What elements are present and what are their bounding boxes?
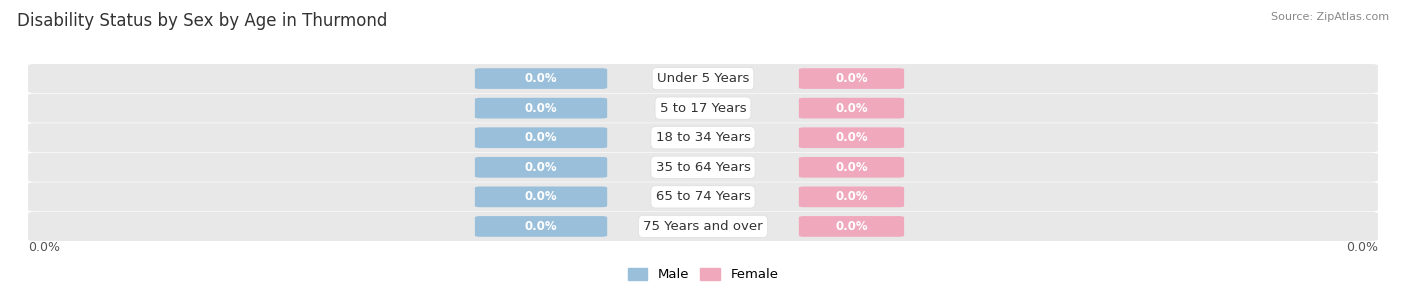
FancyBboxPatch shape <box>475 68 607 89</box>
FancyBboxPatch shape <box>28 64 1378 93</box>
FancyBboxPatch shape <box>28 212 1378 241</box>
Text: Disability Status by Sex by Age in Thurmond: Disability Status by Sex by Age in Thurm… <box>17 12 387 30</box>
FancyBboxPatch shape <box>28 123 1378 152</box>
Text: 0.0%: 0.0% <box>835 102 868 115</box>
Text: 0.0%: 0.0% <box>524 161 557 174</box>
Text: 18 to 34 Years: 18 to 34 Years <box>655 131 751 144</box>
FancyBboxPatch shape <box>799 98 904 118</box>
FancyBboxPatch shape <box>799 68 904 89</box>
Text: 0.0%: 0.0% <box>835 220 868 233</box>
FancyBboxPatch shape <box>475 187 607 207</box>
FancyBboxPatch shape <box>799 187 904 207</box>
Text: 0.0%: 0.0% <box>1346 241 1378 254</box>
FancyBboxPatch shape <box>475 127 607 148</box>
Text: 0.0%: 0.0% <box>524 102 557 115</box>
FancyBboxPatch shape <box>475 216 607 237</box>
Text: 0.0%: 0.0% <box>524 220 557 233</box>
Text: Under 5 Years: Under 5 Years <box>657 72 749 85</box>
FancyBboxPatch shape <box>475 98 607 118</box>
Text: 0.0%: 0.0% <box>835 161 868 174</box>
Text: 0.0%: 0.0% <box>524 72 557 85</box>
FancyBboxPatch shape <box>799 127 904 148</box>
FancyBboxPatch shape <box>799 157 904 178</box>
FancyBboxPatch shape <box>475 157 607 178</box>
Text: 65 to 74 Years: 65 to 74 Years <box>655 190 751 203</box>
Text: 0.0%: 0.0% <box>835 131 868 144</box>
Legend: Male, Female: Male, Female <box>623 263 783 286</box>
FancyBboxPatch shape <box>28 182 1378 211</box>
FancyBboxPatch shape <box>799 216 904 237</box>
Text: 0.0%: 0.0% <box>524 190 557 203</box>
Text: 0.0%: 0.0% <box>835 72 868 85</box>
FancyBboxPatch shape <box>28 153 1378 182</box>
Text: 5 to 17 Years: 5 to 17 Years <box>659 102 747 115</box>
Text: 75 Years and over: 75 Years and over <box>643 220 763 233</box>
Text: Source: ZipAtlas.com: Source: ZipAtlas.com <box>1271 12 1389 22</box>
Text: 0.0%: 0.0% <box>524 131 557 144</box>
Text: 35 to 64 Years: 35 to 64 Years <box>655 161 751 174</box>
FancyBboxPatch shape <box>28 94 1378 123</box>
Text: 0.0%: 0.0% <box>28 241 60 254</box>
Text: 0.0%: 0.0% <box>835 190 868 203</box>
